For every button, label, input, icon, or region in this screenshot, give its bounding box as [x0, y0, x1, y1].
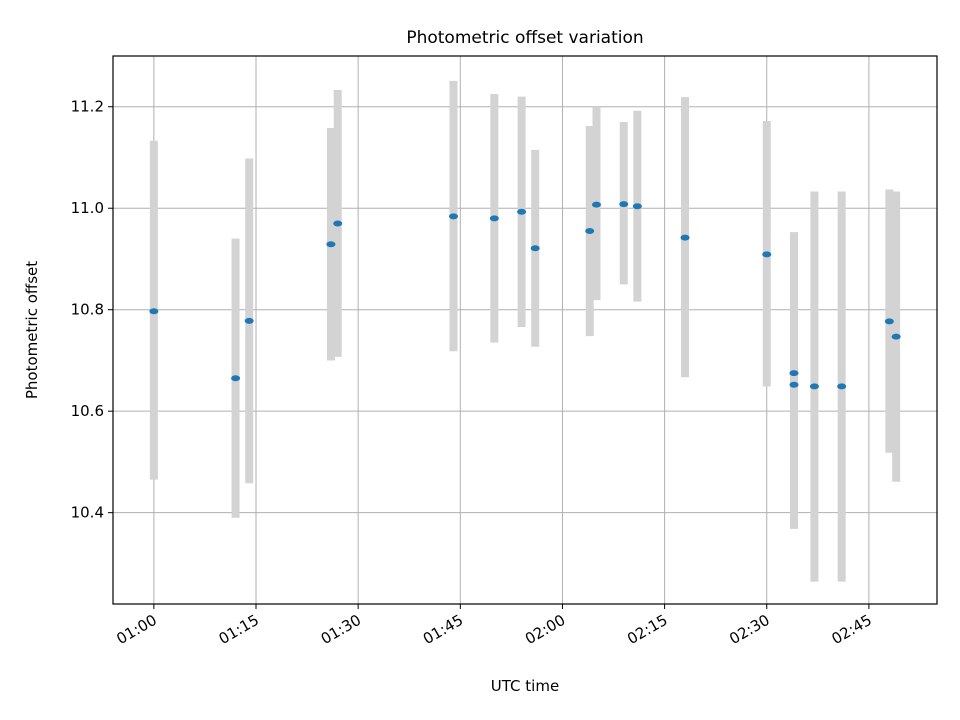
data-point	[231, 375, 241, 382]
data-point	[891, 333, 901, 340]
data-point	[789, 370, 799, 377]
y-tick-label: 10.6	[71, 402, 104, 420]
y-tick-label: 10.4	[71, 504, 104, 522]
plot-frame	[112, 55, 938, 605]
data-point	[884, 318, 894, 325]
data-point	[333, 220, 343, 227]
data-point	[632, 203, 642, 210]
data-point	[619, 201, 629, 208]
data-point	[489, 215, 499, 222]
data-point	[149, 308, 159, 315]
data-point	[592, 201, 602, 208]
data-point	[680, 234, 690, 241]
data-point	[517, 208, 527, 215]
y-tick-label: 11.2	[71, 98, 104, 116]
data-point	[585, 228, 595, 235]
data-points	[149, 201, 901, 390]
data-point	[244, 317, 254, 324]
data-point	[530, 245, 540, 252]
y-tick-label: 10.8	[71, 301, 104, 319]
data-point	[448, 213, 458, 220]
data-point	[326, 241, 336, 248]
chart-title: Photometric offset variation	[406, 28, 643, 48]
data-point	[809, 383, 819, 390]
data-point	[762, 251, 772, 258]
y-axis: 10.4 10.6 10.8 11.0 11.2	[71, 98, 113, 522]
y-axis-label: Photometric offset	[23, 261, 41, 399]
x-axis-label: UTC time	[491, 677, 559, 695]
data-point	[837, 383, 847, 390]
y-tick-label: 11.0	[71, 199, 104, 217]
data-point	[789, 381, 799, 388]
